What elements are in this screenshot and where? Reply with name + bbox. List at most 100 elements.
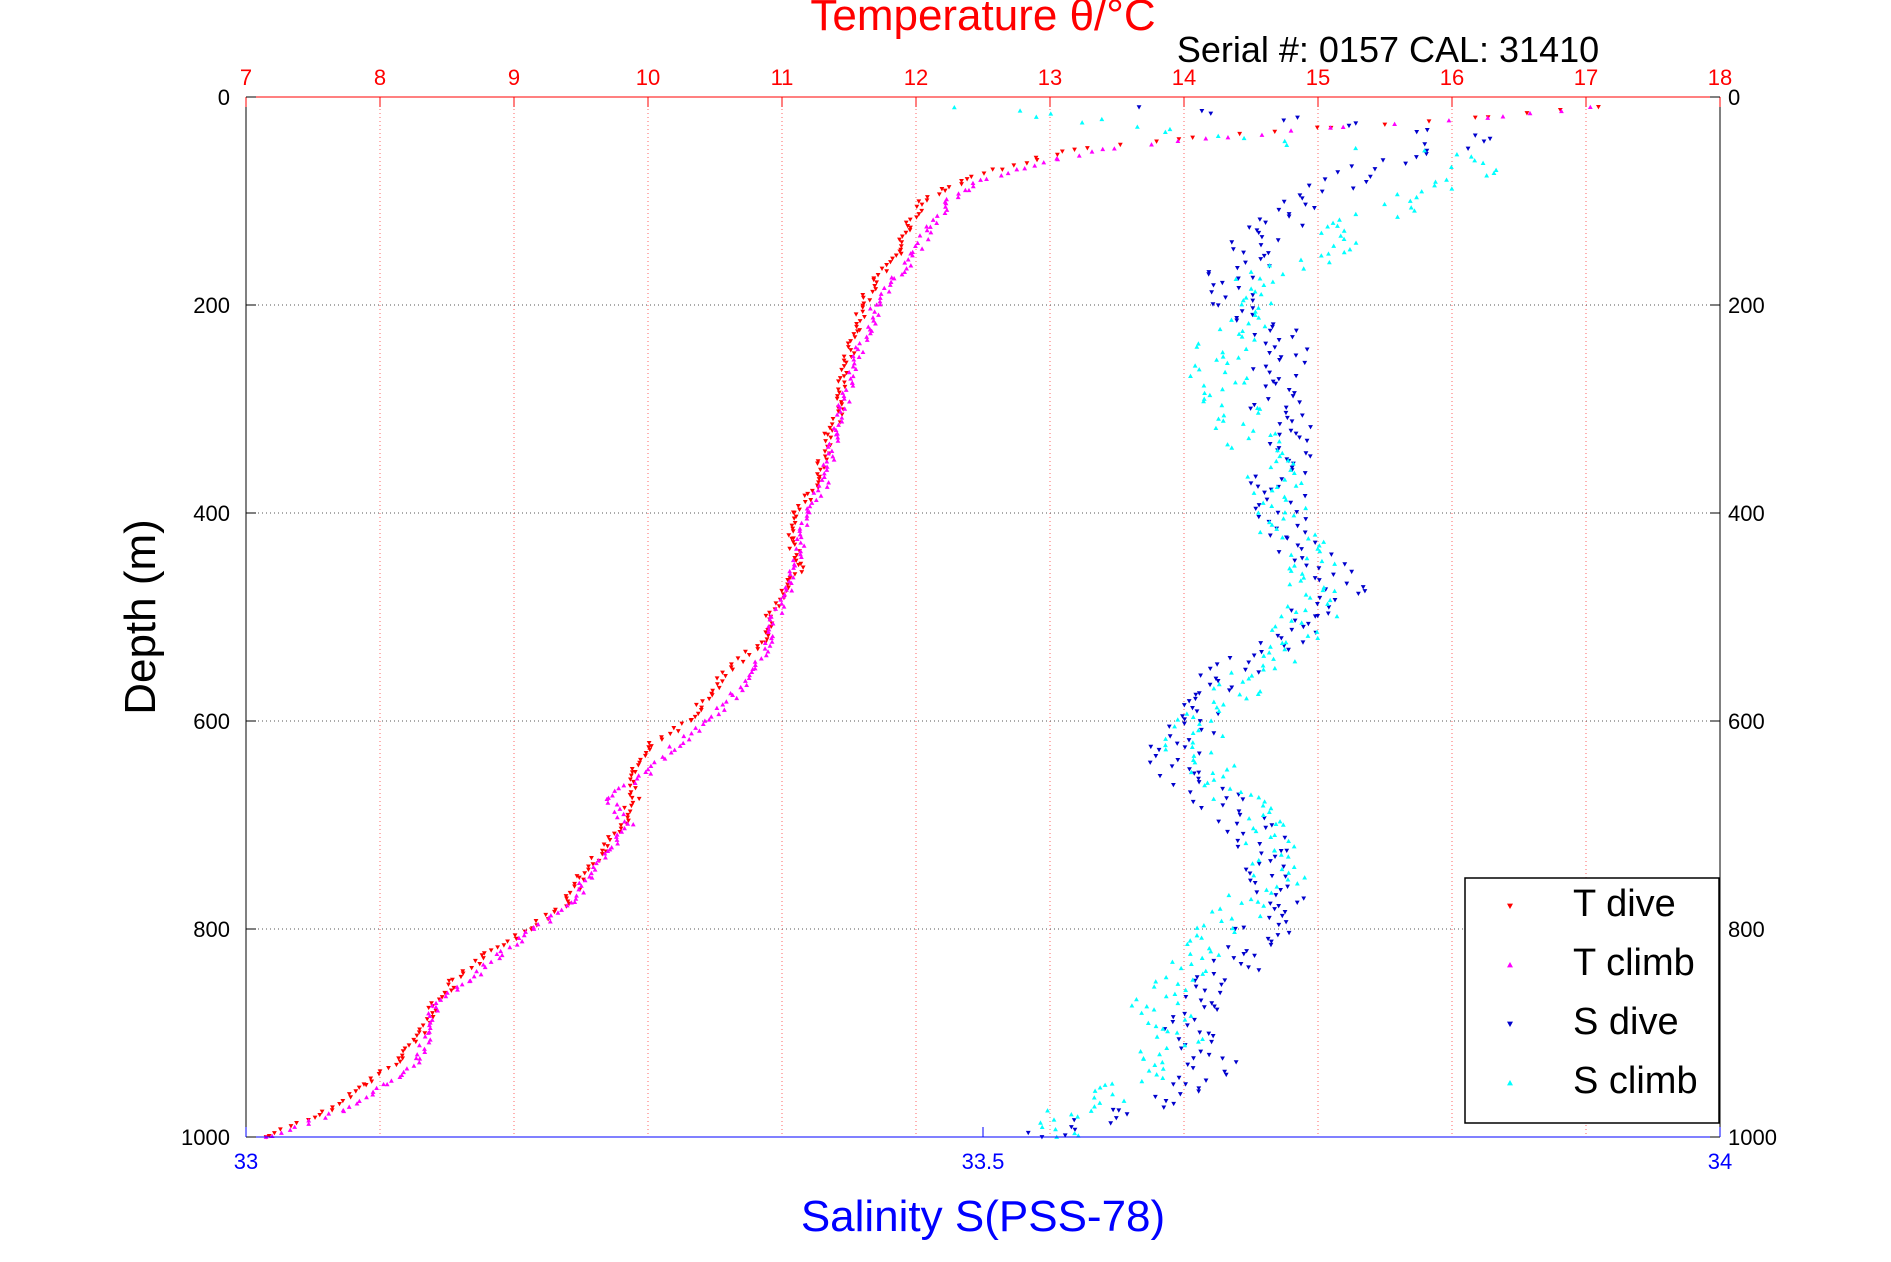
data-point bbox=[768, 624, 774, 629]
data-point bbox=[1224, 767, 1230, 772]
data-point bbox=[1014, 167, 1020, 172]
data-point bbox=[1187, 767, 1192, 772]
data-point bbox=[970, 180, 976, 186]
data-point bbox=[1172, 724, 1177, 729]
data-point bbox=[1264, 887, 1269, 892]
data-point bbox=[851, 357, 857, 362]
data-point bbox=[779, 601, 785, 606]
data-point bbox=[1303, 202, 1308, 207]
data-point bbox=[1194, 925, 1200, 930]
data-point bbox=[1248, 406, 1253, 411]
depth-tick-label-right: 800 bbox=[1728, 917, 1765, 942]
data-point bbox=[1100, 146, 1106, 152]
data-point bbox=[839, 419, 845, 424]
data-point bbox=[856, 354, 862, 359]
data-point bbox=[1287, 581, 1293, 587]
data-point bbox=[424, 1017, 430, 1022]
data-point bbox=[1408, 205, 1414, 210]
data-point bbox=[637, 760, 642, 766]
data-point bbox=[1248, 286, 1254, 291]
data-point bbox=[1305, 536, 1311, 541]
data-point bbox=[851, 351, 857, 356]
data-point bbox=[1295, 523, 1300, 529]
data-point bbox=[1258, 291, 1264, 297]
data-point bbox=[1341, 236, 1347, 241]
data-point bbox=[1243, 346, 1249, 351]
data-point bbox=[1190, 977, 1196, 982]
data-point bbox=[1465, 146, 1471, 151]
data-point bbox=[871, 277, 877, 283]
data-point bbox=[1186, 738, 1192, 743]
data-point bbox=[369, 1079, 375, 1084]
data-point bbox=[738, 684, 744, 690]
data-point bbox=[877, 295, 883, 300]
data-point bbox=[572, 899, 578, 905]
data-point bbox=[835, 394, 840, 399]
data-point bbox=[1109, 1081, 1115, 1086]
data-point bbox=[845, 345, 851, 350]
data-point bbox=[648, 771, 654, 776]
data-point bbox=[422, 1034, 428, 1039]
data-point bbox=[1229, 685, 1235, 690]
data-point bbox=[1237, 131, 1243, 137]
data-point bbox=[1267, 370, 1273, 375]
data-point bbox=[599, 852, 605, 857]
temperature-tick-label: 14 bbox=[1172, 65, 1196, 90]
data-point bbox=[614, 802, 620, 807]
data-point bbox=[1236, 355, 1241, 360]
data-point bbox=[330, 1105, 335, 1110]
data-point bbox=[823, 439, 828, 444]
data-point bbox=[834, 396, 840, 402]
data-point bbox=[959, 182, 964, 187]
data-point bbox=[1305, 621, 1311, 627]
data-point bbox=[804, 513, 810, 518]
data-point bbox=[1289, 419, 1295, 424]
data-point bbox=[1092, 1088, 1098, 1093]
data-point bbox=[1139, 1078, 1145, 1084]
legend: T dive T climb S dive S climb bbox=[1464, 877, 1720, 1124]
data-point bbox=[1055, 152, 1060, 158]
data-point bbox=[326, 1111, 332, 1116]
data-point bbox=[959, 178, 964, 184]
data-point bbox=[420, 1023, 426, 1028]
data-point bbox=[1198, 673, 1204, 678]
data-point bbox=[787, 571, 793, 577]
data-point bbox=[833, 432, 839, 437]
data-point bbox=[700, 721, 706, 727]
data-point bbox=[822, 454, 828, 459]
data-point bbox=[755, 647, 761, 652]
data-point bbox=[1243, 867, 1249, 872]
data-point bbox=[1220, 733, 1226, 738]
data-point bbox=[1340, 124, 1346, 129]
data-point bbox=[1017, 108, 1023, 113]
temperature-tick-label: 16 bbox=[1440, 65, 1464, 90]
data-point bbox=[839, 412, 845, 417]
data-point bbox=[723, 674, 728, 679]
data-point bbox=[1317, 595, 1323, 601]
data-point bbox=[319, 1109, 325, 1114]
data-point bbox=[1224, 796, 1229, 801]
data-point bbox=[1209, 1039, 1214, 1045]
data-point bbox=[934, 213, 940, 218]
data-point bbox=[400, 1056, 406, 1061]
data-point bbox=[1234, 821, 1240, 827]
data-point bbox=[769, 639, 775, 644]
data-point bbox=[1059, 149, 1065, 154]
data-point bbox=[1038, 1120, 1043, 1125]
data-point bbox=[1293, 431, 1299, 436]
data-point bbox=[1178, 965, 1184, 971]
data-point bbox=[553, 907, 558, 913]
data-point bbox=[951, 104, 957, 110]
data-point bbox=[1190, 705, 1195, 711]
data-point bbox=[1117, 142, 1123, 148]
data-point bbox=[1225, 442, 1230, 447]
data-point bbox=[1527, 110, 1533, 116]
data-point bbox=[1243, 295, 1249, 300]
data-point bbox=[1286, 647, 1291, 653]
data-point bbox=[716, 711, 722, 717]
data-point bbox=[1208, 718, 1214, 723]
data-point bbox=[1176, 137, 1182, 142]
data-point bbox=[1285, 854, 1291, 859]
data-point bbox=[1211, 731, 1217, 736]
data-point bbox=[681, 733, 687, 739]
